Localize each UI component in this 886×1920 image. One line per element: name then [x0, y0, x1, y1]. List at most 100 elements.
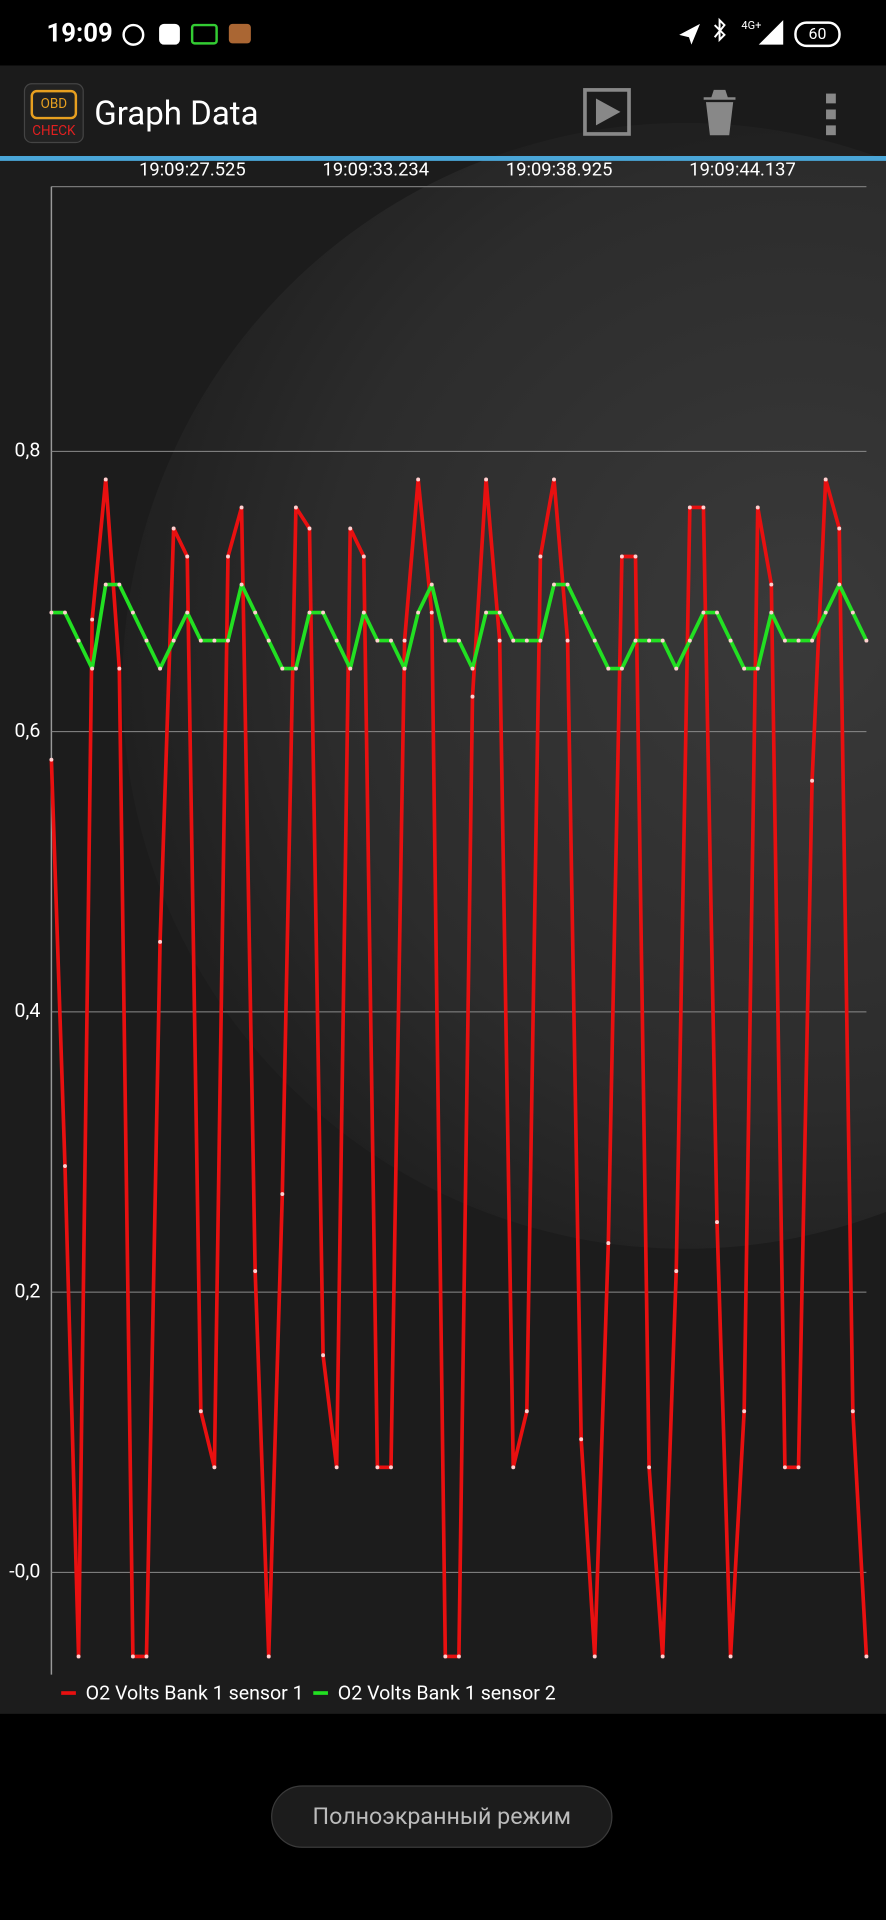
data-point	[742, 666, 747, 671]
data-point	[334, 638, 339, 643]
data-point	[456, 638, 461, 643]
y-tick-label: 0,8	[15, 439, 41, 462]
menu-button[interactable]	[826, 93, 836, 136]
data-point	[416, 610, 421, 615]
data-point	[239, 582, 244, 587]
data-point	[389, 638, 393, 643]
data-point	[253, 1269, 258, 1274]
app-icon[interactable]	[23, 83, 84, 144]
y-tick-label: 0,2	[15, 1279, 41, 1302]
data-point	[701, 505, 706, 510]
data-point	[49, 610, 54, 615]
data-point	[715, 1220, 719, 1225]
data-point	[687, 638, 692, 643]
chart: 0,8 0,6 0,4 0,2 -0,0 19:09:27.525 19:09:33.234…	[9, 160, 869, 1659]
data-point	[144, 638, 149, 643]
data-point	[769, 582, 774, 587]
data-point	[103, 477, 108, 482]
data-point	[565, 582, 570, 587]
y-tick-label: 0,4	[15, 999, 41, 1022]
data-point	[850, 1409, 855, 1414]
app-bar	[0, 65, 886, 158]
data-point	[239, 505, 244, 510]
data-point	[361, 610, 366, 615]
data-point	[226, 554, 230, 559]
delete-button[interactable]	[703, 89, 736, 136]
data-point	[687, 505, 692, 510]
facebook-icon	[159, 23, 180, 45]
data-point	[796, 638, 801, 643]
menu-dot	[826, 109, 836, 120]
data-point	[144, 1654, 149, 1659]
app-title: Graph Data	[94, 94, 258, 133]
battery-level: 60	[809, 24, 827, 43]
battery-icon	[794, 21, 841, 48]
data-point	[185, 554, 190, 559]
data-point	[76, 638, 81, 643]
legend-label: O2 Volts Bank 1 sensor 1	[86, 1681, 304, 1704]
data-point	[511, 1465, 516, 1470]
data-point	[864, 1654, 869, 1659]
data-point	[660, 1654, 665, 1659]
data-point	[49, 757, 54, 762]
data-point	[674, 1269, 679, 1274]
x-tick-label: 19:09:44.137	[689, 160, 796, 181]
data-point	[185, 610, 190, 615]
y-tick-label: -0,0	[9, 1560, 40, 1583]
legend-label: O2 Volts Bank 1 sensor 2	[338, 1681, 556, 1704]
data-point	[850, 610, 855, 615]
data-point	[321, 1353, 326, 1358]
data-point	[321, 610, 326, 615]
data-point	[715, 610, 719, 615]
play-button[interactable]	[583, 88, 631, 136]
data-point	[130, 1654, 135, 1659]
data-point	[158, 939, 163, 944]
data-point	[443, 638, 448, 643]
data-point	[253, 610, 258, 615]
data-point	[552, 582, 556, 587]
y-tick-label: 0,6	[15, 719, 41, 742]
data-point	[497, 610, 502, 615]
data-point	[552, 477, 556, 482]
data-point	[307, 610, 312, 615]
data-point	[755, 505, 760, 510]
data-point	[579, 610, 584, 615]
data-point	[90, 666, 95, 671]
data-point	[117, 666, 122, 671]
data-point	[728, 1654, 733, 1659]
data-point	[402, 666, 407, 671]
data-point	[470, 694, 475, 699]
data-point	[538, 638, 543, 643]
data-point	[226, 638, 230, 643]
fullscreen-button[interactable]	[271, 1785, 613, 1848]
play-icon	[595, 98, 621, 126]
data-point	[592, 638, 597, 643]
menu-dot	[826, 93, 836, 104]
data-point	[647, 1465, 652, 1470]
data-point	[524, 1409, 529, 1414]
data-point	[158, 666, 163, 671]
data-point	[864, 638, 869, 643]
data-point	[823, 477, 828, 482]
background-art	[122, 123, 886, 1249]
status-bar	[0, 0, 886, 66]
data-point	[293, 505, 298, 510]
data-point	[456, 1654, 461, 1659]
data-point	[212, 1465, 217, 1470]
data-point	[633, 638, 638, 643]
data-point	[280, 1192, 285, 1197]
x-tick-label: 19:09:33.234	[323, 160, 430, 181]
data-point	[565, 638, 570, 643]
clock: 19:09	[47, 19, 113, 49]
data-point	[606, 666, 611, 671]
data-point	[837, 582, 842, 587]
data-point	[429, 582, 434, 587]
data-point	[538, 554, 543, 559]
app-status-icon	[228, 23, 251, 44]
data-point	[606, 1241, 611, 1246]
menu-dot	[826, 125, 836, 136]
data-point	[266, 638, 271, 643]
data-point	[823, 610, 828, 615]
x-tick-label: 19:09:27.525	[139, 160, 246, 181]
